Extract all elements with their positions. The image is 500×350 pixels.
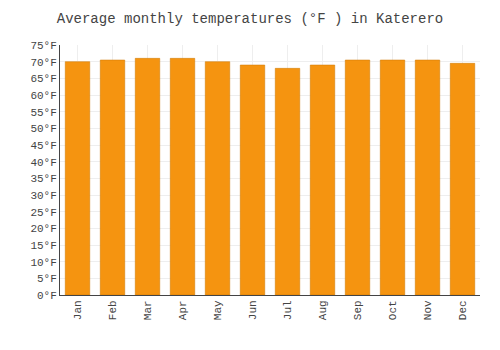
svg-text:Mar: Mar [142,300,154,320]
svg-text:Jun: Jun [247,300,259,320]
svg-text:40°F: 40°F [30,157,56,169]
svg-text:70°F: 70°F [30,57,56,69]
svg-text:60°F: 60°F [30,90,56,102]
svg-text:0°F: 0°F [37,290,57,302]
svg-text:Jul: Jul [282,300,294,320]
svg-text:Apr: Apr [177,300,189,320]
svg-text:Sep: Sep [352,300,364,320]
svg-text:Dec: Dec [457,300,469,320]
svg-text:Feb: Feb [107,300,119,320]
svg-text:Jan: Jan [72,300,84,320]
svg-text:55°F: 55°F [30,107,56,119]
svg-text:75°F: 75°F [30,40,56,52]
svg-text:Oct: Oct [387,300,399,320]
svg-text:45°F: 45°F [30,140,56,152]
svg-text:Nov: Nov [422,300,434,320]
svg-text:5°F: 5°F [37,273,57,285]
svg-text:65°F: 65°F [30,73,56,85]
svg-text:Average monthly temperatures (: Average monthly temperatures (°F ) in Ka… [57,11,443,27]
svg-text:20°F: 20°F [30,223,56,235]
svg-text:May: May [212,300,224,320]
svg-text:15°F: 15°F [30,240,56,252]
svg-text:50°F: 50°F [30,123,56,135]
svg-text:10°F: 10°F [30,257,56,269]
svg-text:30°F: 30°F [30,190,56,202]
svg-text:25°F: 25°F [30,207,56,219]
svg-text:Aug: Aug [317,300,329,320]
svg-text:35°F: 35°F [30,173,56,185]
